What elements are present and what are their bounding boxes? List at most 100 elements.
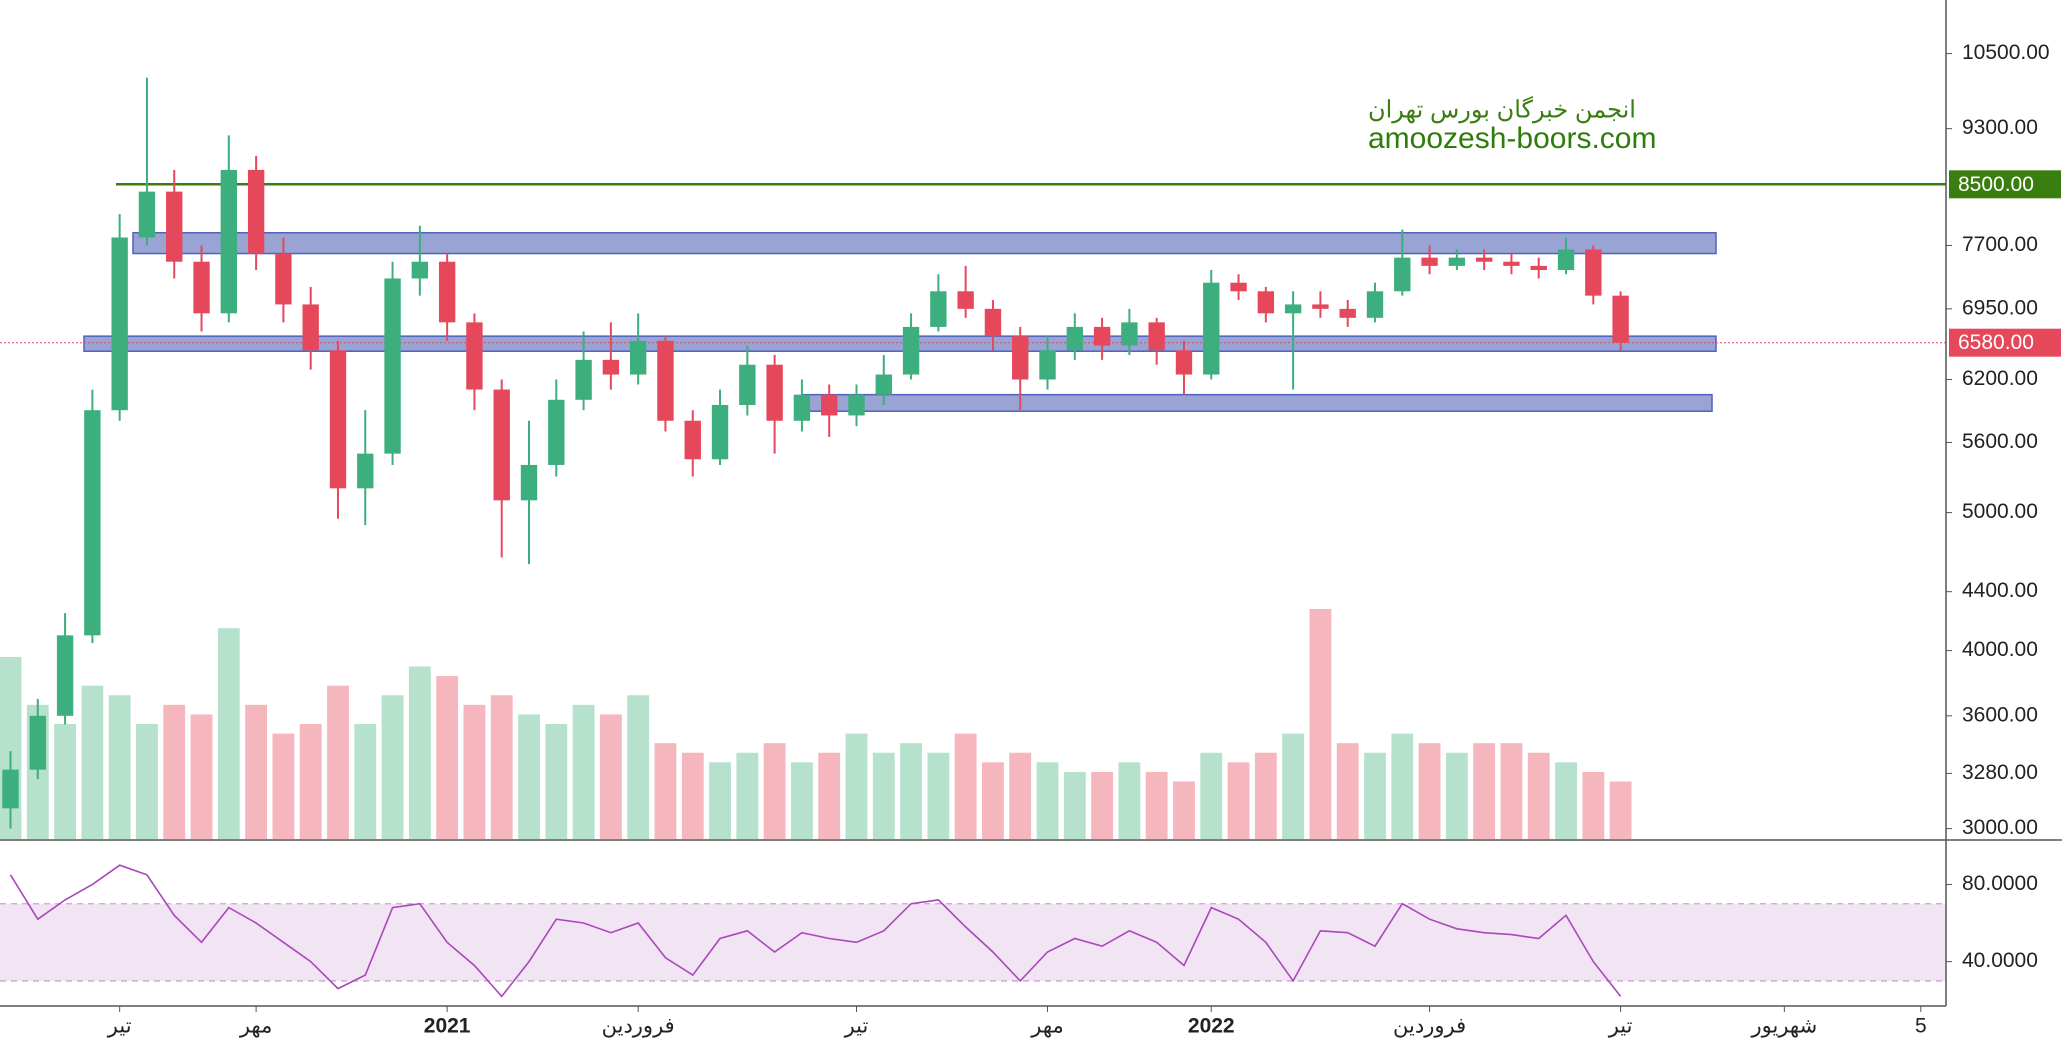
volume-bar xyxy=(1473,743,1496,839)
y-tick-label: 4000.00 xyxy=(1962,638,2038,661)
volume-bar xyxy=(1336,743,1359,839)
volume-bar xyxy=(1555,762,1577,839)
rsi-band xyxy=(0,903,1946,981)
watermark-title: انجمن خبرگان بورس تهران xyxy=(1368,95,1636,123)
x-tick-label: مهر xyxy=(239,1015,273,1039)
candle-body xyxy=(984,308,1002,337)
y-tick-label: 5000.00 xyxy=(1962,500,2038,523)
candle-body xyxy=(657,340,674,421)
candle-body xyxy=(1093,326,1111,346)
candle-body xyxy=(438,261,456,323)
volume-bar xyxy=(217,628,240,839)
x-tick-label: تیر xyxy=(844,1015,869,1039)
volume-bar xyxy=(1091,771,1114,839)
volume-bar xyxy=(1118,762,1141,839)
volume-bar xyxy=(463,704,486,839)
candle-body xyxy=(138,191,156,238)
x-tick-label: شهریور xyxy=(1750,1015,1817,1039)
volume-bar xyxy=(136,724,158,839)
volume-bar xyxy=(163,704,186,839)
candle-body xyxy=(1503,261,1520,266)
rsi-tick-label: 80.0000 xyxy=(1962,872,2038,895)
candle-body xyxy=(711,404,729,460)
candle-body xyxy=(602,359,620,375)
volume-bar xyxy=(900,743,922,839)
volume-bar xyxy=(681,752,704,839)
volume-bar xyxy=(654,743,677,839)
volume-bar xyxy=(1227,762,1250,839)
level-label: 8500.00 xyxy=(1958,173,2034,196)
volume-bar xyxy=(1445,752,1468,839)
x-tick-label: فروردین xyxy=(602,1015,675,1039)
candle-body xyxy=(1257,291,1275,314)
y-tick-label: 6200.00 xyxy=(1962,367,2038,390)
candle-body xyxy=(111,237,128,411)
candle-body xyxy=(1121,322,1138,346)
rsi-line xyxy=(9,864,1622,998)
volume-bar xyxy=(845,733,868,839)
volume-bar xyxy=(81,685,104,839)
y-tick-label: 3280.00 xyxy=(1962,761,2038,784)
volume-bar xyxy=(954,733,977,839)
candle-body xyxy=(902,326,920,375)
volume-bar xyxy=(1200,752,1223,839)
volume-bar xyxy=(572,704,595,839)
volume-bar xyxy=(709,762,731,839)
candle-body xyxy=(1284,304,1302,314)
candle-body xyxy=(793,394,811,421)
candle-body xyxy=(384,278,401,454)
volume-bar xyxy=(545,724,568,839)
y-tick-label: 3600.00 xyxy=(1962,703,2038,726)
candle-body xyxy=(302,304,319,351)
volume-bar xyxy=(1391,733,1414,839)
candle-body xyxy=(548,399,565,465)
volume-bar xyxy=(518,714,540,839)
x-tick-label: تیر xyxy=(107,1015,132,1039)
candle-body xyxy=(1312,304,1329,309)
price-zone xyxy=(132,231,1717,255)
candle-body xyxy=(1039,350,1056,380)
candle-body xyxy=(1530,265,1547,271)
candle-body xyxy=(848,394,865,416)
x-tick-label: 2022 xyxy=(1188,1015,1235,1038)
volume-bar xyxy=(354,724,377,839)
candle-body xyxy=(957,291,974,309)
volume-bar xyxy=(245,704,268,839)
candle-body xyxy=(220,169,238,314)
candle-body xyxy=(1585,249,1602,296)
candle-body xyxy=(930,291,947,327)
candle-body xyxy=(1612,295,1629,343)
volume-bar xyxy=(1063,771,1086,839)
candle-body xyxy=(575,359,592,400)
candle-body xyxy=(466,322,483,390)
rsi-tick-label: 40.0000 xyxy=(1962,949,2038,972)
volume-bar xyxy=(1173,781,1195,839)
volume-bar xyxy=(763,743,786,839)
y-tick-label: 10500.00 xyxy=(1962,41,2050,64)
candle-body xyxy=(1203,282,1220,375)
candle-body xyxy=(629,340,647,375)
volume-bar xyxy=(1254,752,1277,839)
candle-body xyxy=(166,191,183,262)
volume-bar xyxy=(272,733,295,839)
candle-body xyxy=(1175,350,1193,375)
candle-body xyxy=(411,261,429,279)
y-tick-label: 3000.00 xyxy=(1962,816,2038,839)
volume-bar xyxy=(436,676,459,839)
candle-body xyxy=(875,374,892,395)
volume-bar xyxy=(1500,743,1523,839)
volume-bar xyxy=(1309,609,1332,839)
candle-body xyxy=(766,364,783,421)
volume-bar xyxy=(627,695,650,839)
x-tick-label: 2021 xyxy=(424,1015,471,1038)
volume-bar xyxy=(818,752,841,839)
volume-bar xyxy=(1609,781,1632,839)
candle-body xyxy=(56,635,74,716)
candle-body xyxy=(1148,322,1165,351)
x-tick-label: فروردین xyxy=(1393,1015,1466,1039)
volume-bar xyxy=(599,714,622,839)
volume-bar xyxy=(190,714,213,839)
volume-bar xyxy=(1009,752,1032,839)
